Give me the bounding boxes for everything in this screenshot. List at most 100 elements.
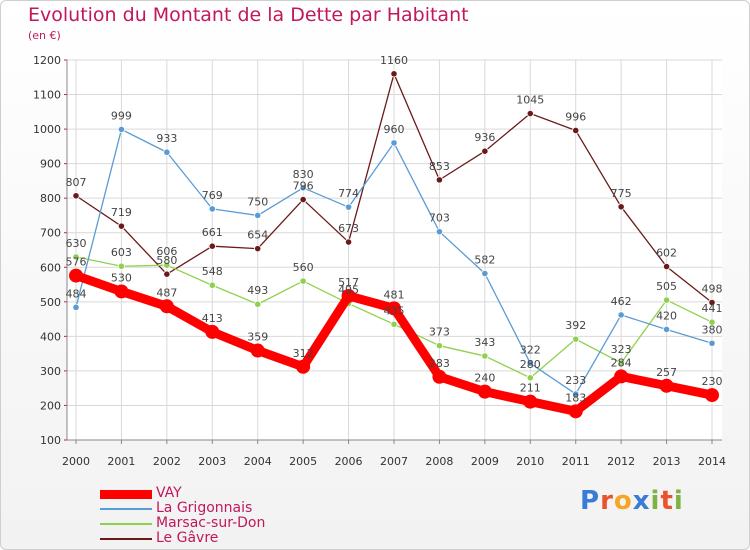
data-point	[344, 238, 353, 246]
x-tick-label: 2006	[335, 455, 363, 468]
data-point	[254, 211, 262, 220]
data-label: 530	[111, 271, 132, 284]
data-point	[390, 70, 398, 78]
line-chart: 100 200 300 400 500 600 700 800 900 1000 1100 1200 2…	[33, 54, 726, 468]
data-label: 484	[66, 287, 87, 300]
data-label: 796	[293, 180, 314, 193]
data-label: 661	[202, 226, 223, 239]
logo-letter: x	[632, 486, 651, 516]
logo-letter: i	[673, 486, 684, 516]
data-label: 807	[66, 176, 87, 189]
data-point	[299, 184, 307, 192]
legend-swatch	[100, 538, 152, 540]
data-label: 769	[202, 189, 223, 202]
data-label: 413	[202, 312, 223, 325]
x-tick-label: 2013	[653, 455, 681, 468]
data-point	[390, 139, 398, 147]
data-label: 380	[702, 323, 723, 336]
data-label: 435	[384, 304, 405, 317]
data-label: 498	[702, 283, 723, 296]
legend-item: Le Gâvre	[100, 530, 340, 547]
y-tick-label: 800	[40, 192, 61, 205]
data-label: 284	[611, 356, 632, 369]
data-point	[254, 245, 262, 253]
data-label: 603	[111, 246, 132, 259]
data-point	[705, 388, 719, 403]
x-tick-label: 2008	[425, 455, 453, 468]
data-label: 996	[565, 110, 586, 123]
legend-swatch	[100, 508, 152, 510]
data-label: 420	[656, 309, 677, 322]
data-point	[481, 352, 489, 360]
y-tick-label: 100	[40, 434, 61, 447]
proxiti-logo: Proxiti	[580, 486, 684, 516]
y-tick-label: 600	[40, 261, 61, 274]
data-point	[299, 195, 307, 204]
data-point	[208, 205, 216, 213]
data-label: 936	[474, 131, 495, 144]
x-tick-label: 2009	[471, 455, 499, 468]
data-point	[708, 298, 716, 307]
data-point	[72, 253, 80, 261]
chart-subtitle: (en €)	[28, 29, 61, 42]
data-label: 548	[202, 265, 223, 278]
data-point	[617, 203, 625, 211]
data-point	[568, 404, 583, 419]
data-label: 257	[656, 366, 677, 379]
data-label: 999	[111, 109, 132, 122]
data-label: 323	[611, 343, 632, 356]
data-label: 630	[66, 237, 87, 250]
data-point	[254, 300, 262, 308]
data-label: 576	[66, 256, 87, 269]
x-tick-label: 2003	[198, 455, 226, 468]
data-label: 283	[429, 357, 450, 370]
legend-label: VAY	[156, 485, 182, 501]
data-point	[299, 277, 307, 285]
data-point	[523, 394, 538, 409]
data-label: 830	[293, 168, 314, 181]
data-point	[114, 284, 129, 299]
data-label: 654	[247, 229, 268, 242]
data-label: 441	[702, 302, 723, 315]
data-point	[117, 222, 126, 230]
data-label: 933	[156, 132, 177, 145]
chart-title: Evolution du Montant de la Dette par Hab…	[28, 4, 469, 26]
x-tick-label: 2010	[516, 455, 544, 468]
legend-label: Le Gâvre	[156, 530, 219, 546]
legend-item: La Grigonnais	[100, 500, 340, 517]
data-label: 774	[338, 187, 359, 200]
data-point	[526, 374, 534, 382]
data-label: 359	[247, 331, 268, 344]
x-tick-label: 2005	[289, 455, 317, 468]
logo-letter: P	[580, 486, 601, 516]
data-point	[344, 203, 353, 211]
legend-label: La Grigonnais	[156, 500, 253, 516]
data-point	[341, 288, 356, 303]
data-label: 517	[338, 276, 359, 289]
data-label: 481	[384, 288, 405, 301]
data-point	[659, 378, 674, 393]
data-label: 960	[384, 123, 405, 136]
data-label: 703	[429, 212, 450, 225]
data-point	[708, 339, 716, 347]
data-label: 582	[474, 253, 495, 266]
data-point	[250, 343, 265, 358]
data-point	[526, 109, 534, 118]
data-point	[69, 268, 83, 283]
legend-swatch	[100, 489, 152, 499]
data-label: 233	[565, 374, 586, 387]
data-label: 343	[474, 336, 495, 349]
data-point	[435, 342, 444, 350]
data-label: 1160	[380, 54, 408, 67]
data-label: 230	[702, 375, 723, 388]
data-label: 560	[293, 261, 314, 274]
data-point	[387, 301, 401, 316]
y-tick-label: 1100	[33, 89, 61, 102]
data-point	[617, 311, 625, 319]
x-tick-label: 2002	[153, 455, 181, 468]
data-point	[662, 296, 671, 304]
data-point	[205, 324, 220, 339]
data-point	[163, 148, 171, 156]
data-label: 505	[656, 280, 677, 293]
data-label: 775	[611, 187, 632, 200]
